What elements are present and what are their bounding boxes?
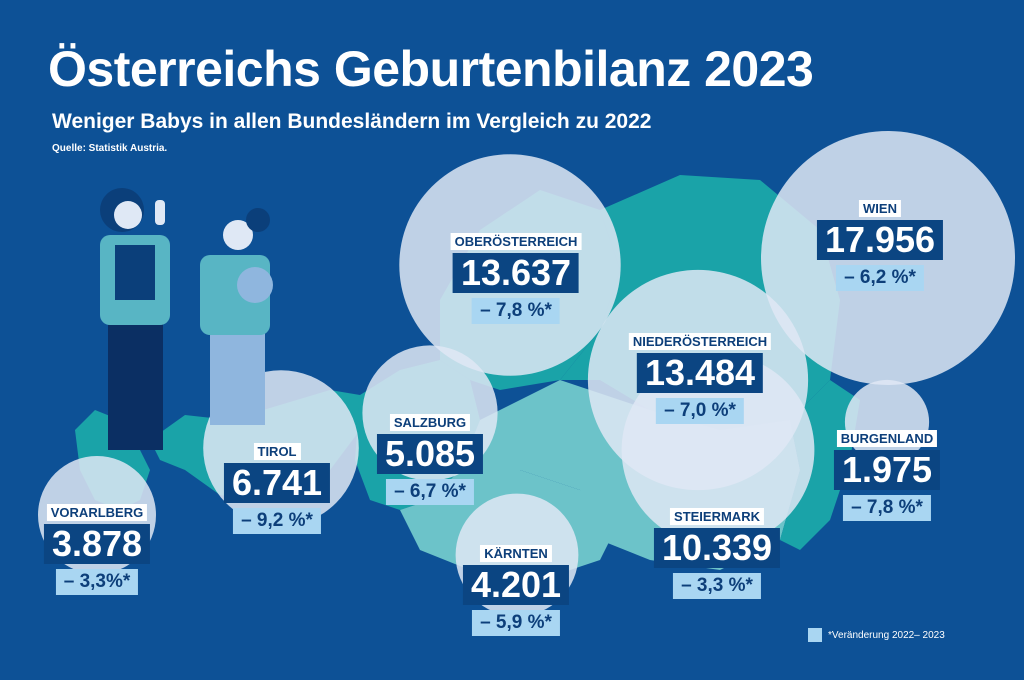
region-change: – 6,2 %* <box>836 265 924 291</box>
region-tirol: TIROL 6.741 – 9,2 %* <box>223 443 331 534</box>
region-change: – 6,7 %* <box>386 479 474 505</box>
region-name: NIEDERÖSTERREICH <box>628 333 772 350</box>
region-change: – 7,8 %* <box>472 298 560 324</box>
page-subtitle: Weniger Babys in allen Bundesländern im … <box>52 110 652 133</box>
legend-swatch <box>808 628 822 642</box>
region-name: BURGENLAND <box>836 430 938 447</box>
region-name: SALZBURG <box>389 414 471 431</box>
region-oberoesterreich: OBERÖSTERREICH 13.637 – 7,8 %* <box>450 233 582 324</box>
region-value: 6.741 <box>223 463 331 503</box>
region-change: – 9,2 %* <box>233 508 321 534</box>
region-value: 13.484 <box>636 353 764 393</box>
region-steiermark: STEIERMARK 10.339 – 3,3 %* <box>653 508 781 599</box>
region-change: – 3,3 %* <box>673 573 761 599</box>
region-change: – 7,0 %* <box>656 398 744 424</box>
region-change: – 7,8 %* <box>843 495 931 521</box>
region-burgenland: BURGENLAND 1.975 – 7,8 %* <box>833 430 941 521</box>
region-kaernten: KÄRNTEN 4.201 – 5,9 %* <box>462 545 570 636</box>
region-value: 10.339 <box>653 528 781 568</box>
region-value: 5.085 <box>376 434 484 474</box>
region-value: 4.201 <box>462 565 570 605</box>
region-vorarlberg: VORARLBERG 3.878 – 3,3%* <box>43 504 151 595</box>
region-value: 13.637 <box>452 253 580 293</box>
region-change: – 3,3%* <box>55 569 139 595</box>
region-change: – 5,9 %* <box>472 610 560 636</box>
region-name: KÄRNTEN <box>480 545 552 562</box>
legend-text: *Veränderung 2022– 2023 <box>828 629 945 641</box>
region-name: WIEN <box>859 200 901 217</box>
region-value: 17.956 <box>816 220 944 260</box>
legend: *Veränderung 2022– 2023 <box>808 628 945 642</box>
region-salzburg: SALZBURG 5.085 – 6,7 %* <box>376 414 484 505</box>
region-wien: WIEN 17.956 – 6,2 %* <box>816 200 944 291</box>
region-name: VORARLBERG <box>46 504 148 521</box>
region-value: 3.878 <box>43 524 151 564</box>
region-name: STEIERMARK <box>670 508 764 525</box>
region-niederoesterreich: NIEDERÖSTERREICH 13.484 – 7,0 %* <box>628 333 772 424</box>
region-value: 1.975 <box>833 450 941 490</box>
family-illustration <box>100 188 273 450</box>
page-title: Österreichs Geburtenbilanz 2023 <box>48 41 814 97</box>
region-name: TIROL <box>253 443 301 460</box>
source-note: Quelle: Statistik Austria. <box>52 143 168 154</box>
region-name: OBERÖSTERREICH <box>450 233 582 250</box>
